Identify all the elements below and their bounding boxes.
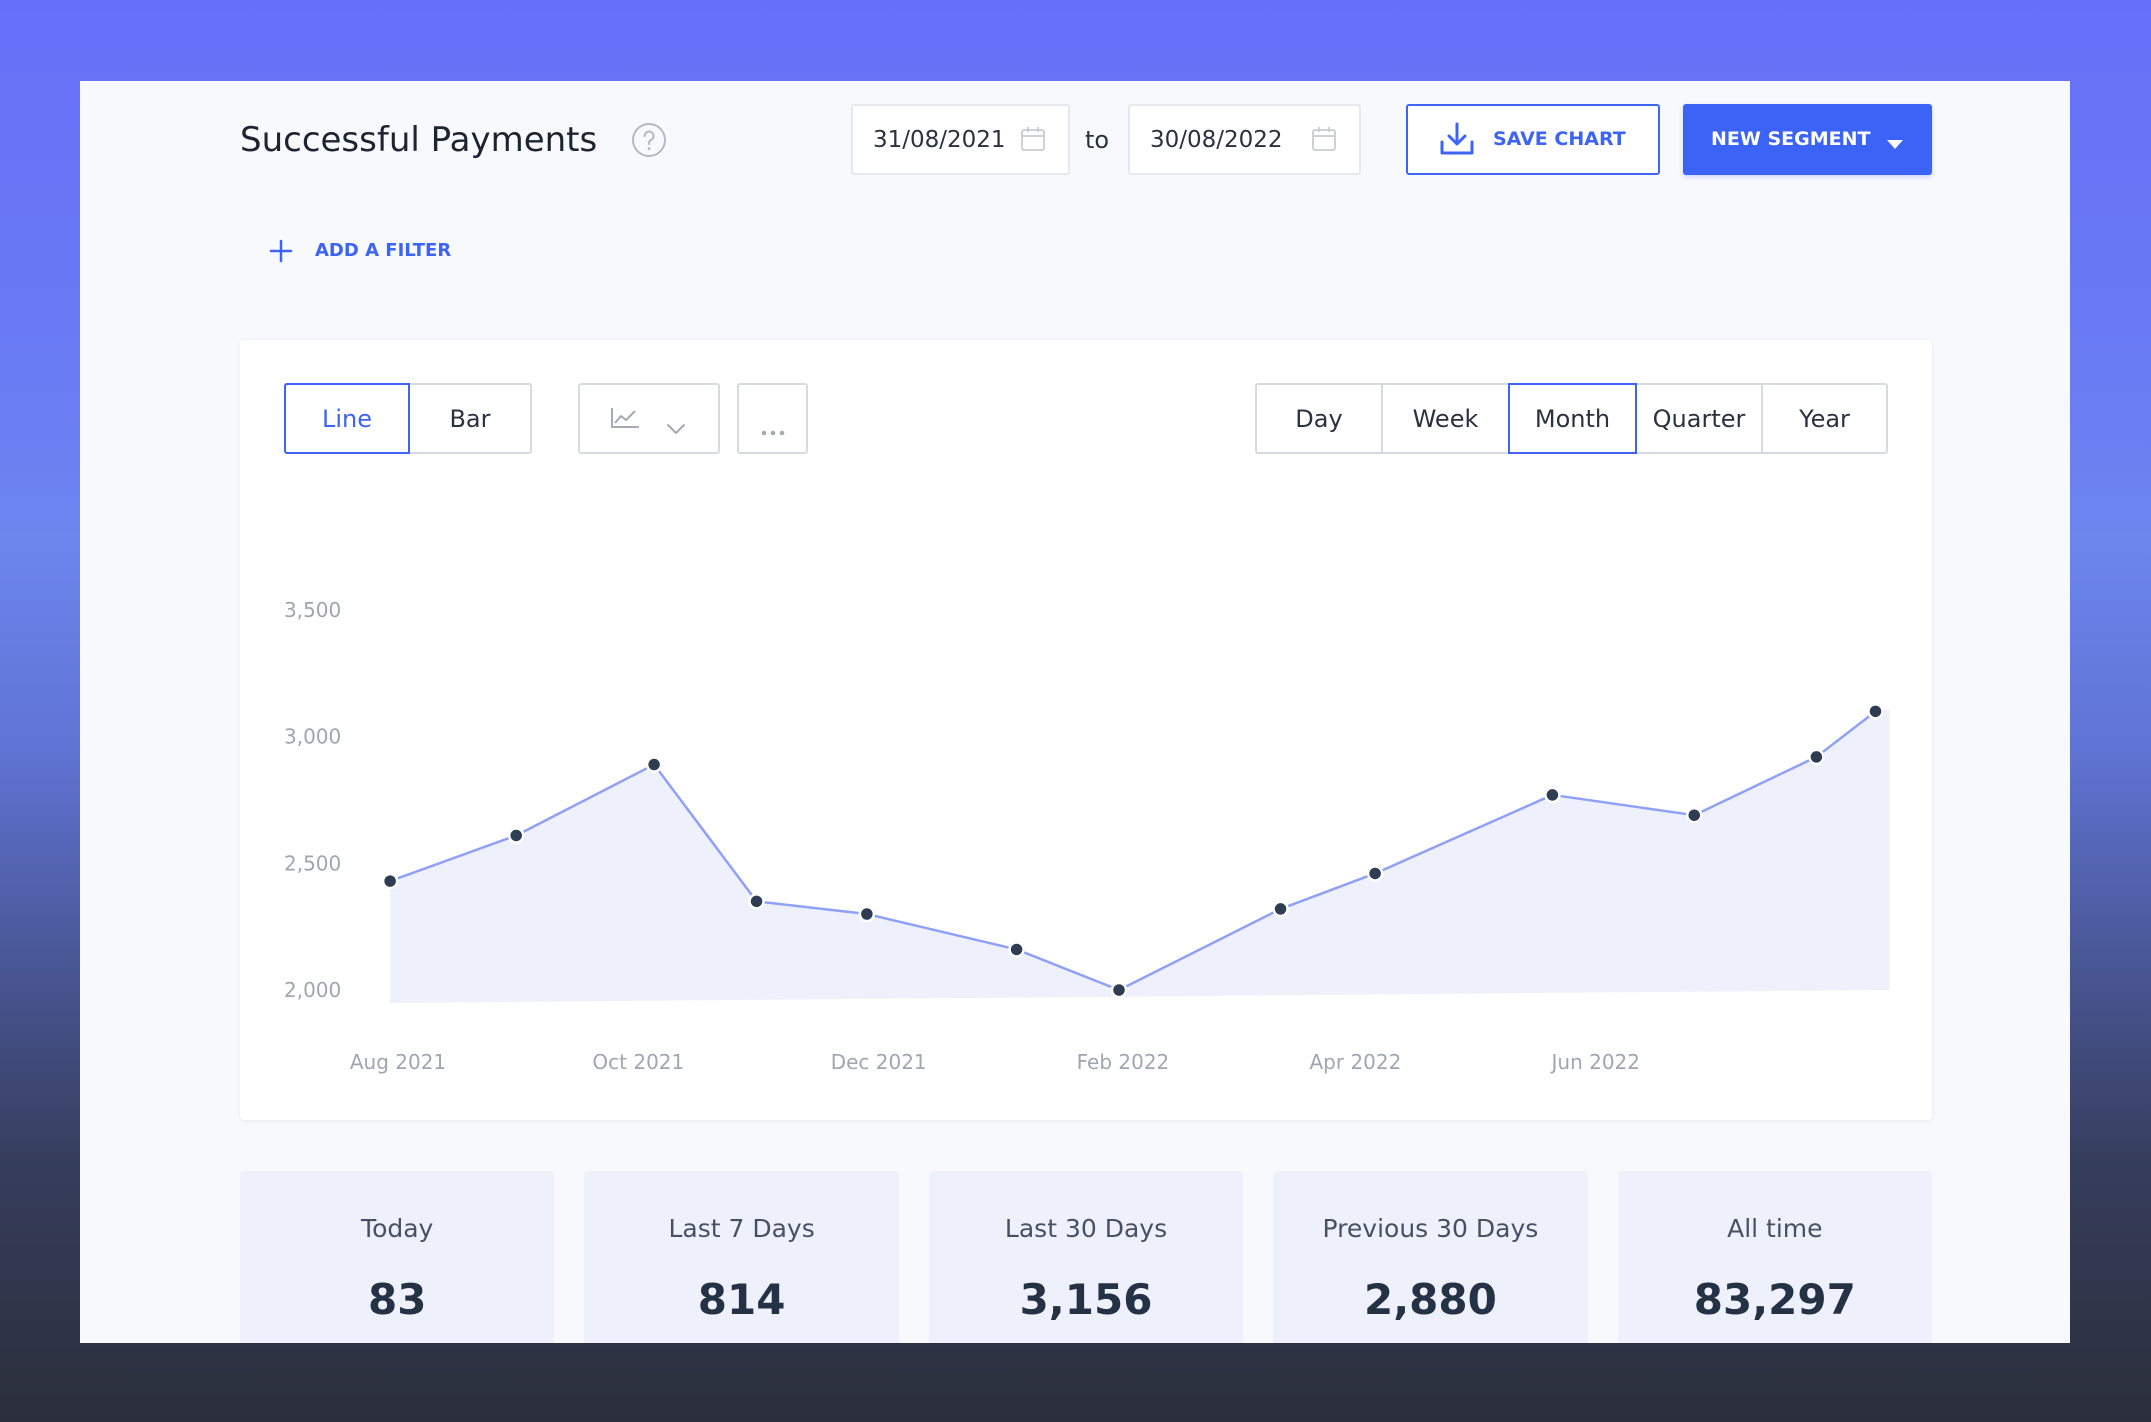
plus-icon	[269, 239, 293, 263]
stat-card-today: Today 83	[240, 1171, 555, 1343]
period-day-button[interactable]: Day	[1255, 383, 1383, 454]
x-tick-label: Aug 2021	[350, 1050, 446, 1074]
date-from-value: 31/08/2021	[873, 126, 1006, 153]
data-point	[1008, 941, 1025, 958]
chart-type-bar-label: Bar	[449, 404, 491, 433]
date-from-field[interactable]: 31/08/2021	[851, 104, 1070, 175]
x-tick-label: Oct 2021	[592, 1050, 684, 1074]
save-chart-label: SAVE CHART	[1493, 128, 1626, 150]
data-point	[1686, 806, 1703, 824]
line-chart-icon	[610, 407, 640, 429]
period-quarter-label: Quarter	[1652, 404, 1746, 433]
stat-label: Last 7 Days	[668, 1214, 815, 1243]
stat-label: Today	[361, 1214, 434, 1243]
data-point	[1272, 900, 1289, 918]
period-year-label: Year	[1799, 404, 1850, 433]
question-circle-icon[interactable]	[631, 122, 667, 158]
stat-card-all-time: All time 83,297	[1617, 1171, 1933, 1343]
chart-type-line-button[interactable]: Line	[284, 383, 410, 454]
period-quarter-button[interactable]: Quarter	[1635, 383, 1763, 454]
series-area-fill	[390, 709, 1890, 1003]
period-week-button[interactable]: Week	[1381, 383, 1510, 454]
stat-card-previous-30-days: Previous 30 Days 2,880	[1273, 1171, 1588, 1343]
chart-style-dropdown[interactable]	[578, 383, 720, 454]
caret-down-icon	[1887, 135, 1903, 149]
data-point	[1110, 981, 1128, 999]
y-tick-label: 2,500	[284, 851, 341, 875]
chart-type-bar-button[interactable]: Bar	[408, 383, 532, 454]
add-filter-link[interactable]: ADD A FILTER	[269, 231, 509, 271]
more-options-button[interactable]	[737, 383, 808, 454]
chart-card: 3,500 3,000 2,500 2,000 Aug 2021 Oct 2021 Dec …	[240, 340, 1932, 1120]
data-point	[748, 893, 765, 910]
data-point	[1366, 865, 1384, 882]
data-point	[858, 905, 876, 923]
stat-value: 3,156	[1019, 1275, 1153, 1324]
period-year-button[interactable]: Year	[1761, 383, 1888, 454]
period-month-label: Month	[1534, 404, 1611, 433]
date-range-separator: to	[1085, 126, 1110, 154]
period-day-label: Day	[1295, 404, 1343, 433]
stat-card-last-7-days: Last 7 Days 814	[584, 1171, 899, 1343]
page-title: Successful Payments	[240, 120, 598, 160]
data-point	[1808, 748, 1825, 766]
date-to-field[interactable]: 30/08/2022	[1128, 104, 1361, 175]
stat-label: Last 30 Days	[1004, 1214, 1168, 1243]
add-filter-label: ADD A FILTER	[315, 240, 452, 261]
payments-panel: Successful Payments 31/08/2021 to 30/08/…	[80, 81, 2070, 1343]
download-icon	[1439, 122, 1475, 156]
data-point	[1867, 703, 1884, 720]
stat-value: 814	[697, 1275, 786, 1324]
save-chart-button[interactable]: SAVE CHART	[1406, 104, 1660, 175]
date-to-value: 30/08/2022	[1150, 126, 1283, 153]
more-horizontal-icon	[759, 415, 787, 435]
x-tick-label: Jun 2022	[1550, 1050, 1641, 1074]
payments-line-chart: 3,500 3,000 2,500 2,000 Aug 2021 Oct 2021 Dec …	[284, 598, 1890, 1074]
x-tick-label: Dec 2021	[831, 1050, 927, 1074]
x-tick-label: Apr 2022	[1309, 1050, 1401, 1074]
new-segment-label: NEW SEGMENT	[1711, 128, 1871, 150]
data-point	[1544, 786, 1561, 804]
chart-type-line-label: Line	[321, 404, 372, 433]
period-month-button[interactable]: Month	[1508, 383, 1637, 454]
stat-label: Previous 30 Days	[1322, 1214, 1539, 1243]
stat-value: 83	[367, 1275, 427, 1324]
y-tick-label: 3,000	[284, 725, 341, 749]
stat-value: 83,297	[1693, 1275, 1856, 1324]
period-week-label: Week	[1412, 404, 1479, 433]
calendar-icon	[1020, 126, 1046, 152]
y-tick-label: 2,000	[284, 978, 341, 1002]
y-tick-label: 3,500	[284, 598, 341, 622]
calendar-icon	[1311, 126, 1337, 152]
chevron-down-icon	[666, 413, 686, 434]
stats-row: Today 83 Last 7 Days 814 Last 30 Days 3,…	[240, 1171, 1933, 1343]
stat-card-last-30-days: Last 30 Days 3,156	[928, 1171, 1244, 1343]
stat-value: 2,880	[1363, 1275, 1497, 1324]
x-tick-label: Feb 2022	[1077, 1050, 1170, 1074]
new-segment-button[interactable]: NEW SEGMENT	[1683, 104, 1932, 175]
data-point	[507, 827, 525, 844]
data-point	[645, 756, 663, 773]
data-point	[381, 872, 399, 890]
stat-label: All time	[1727, 1214, 1823, 1243]
